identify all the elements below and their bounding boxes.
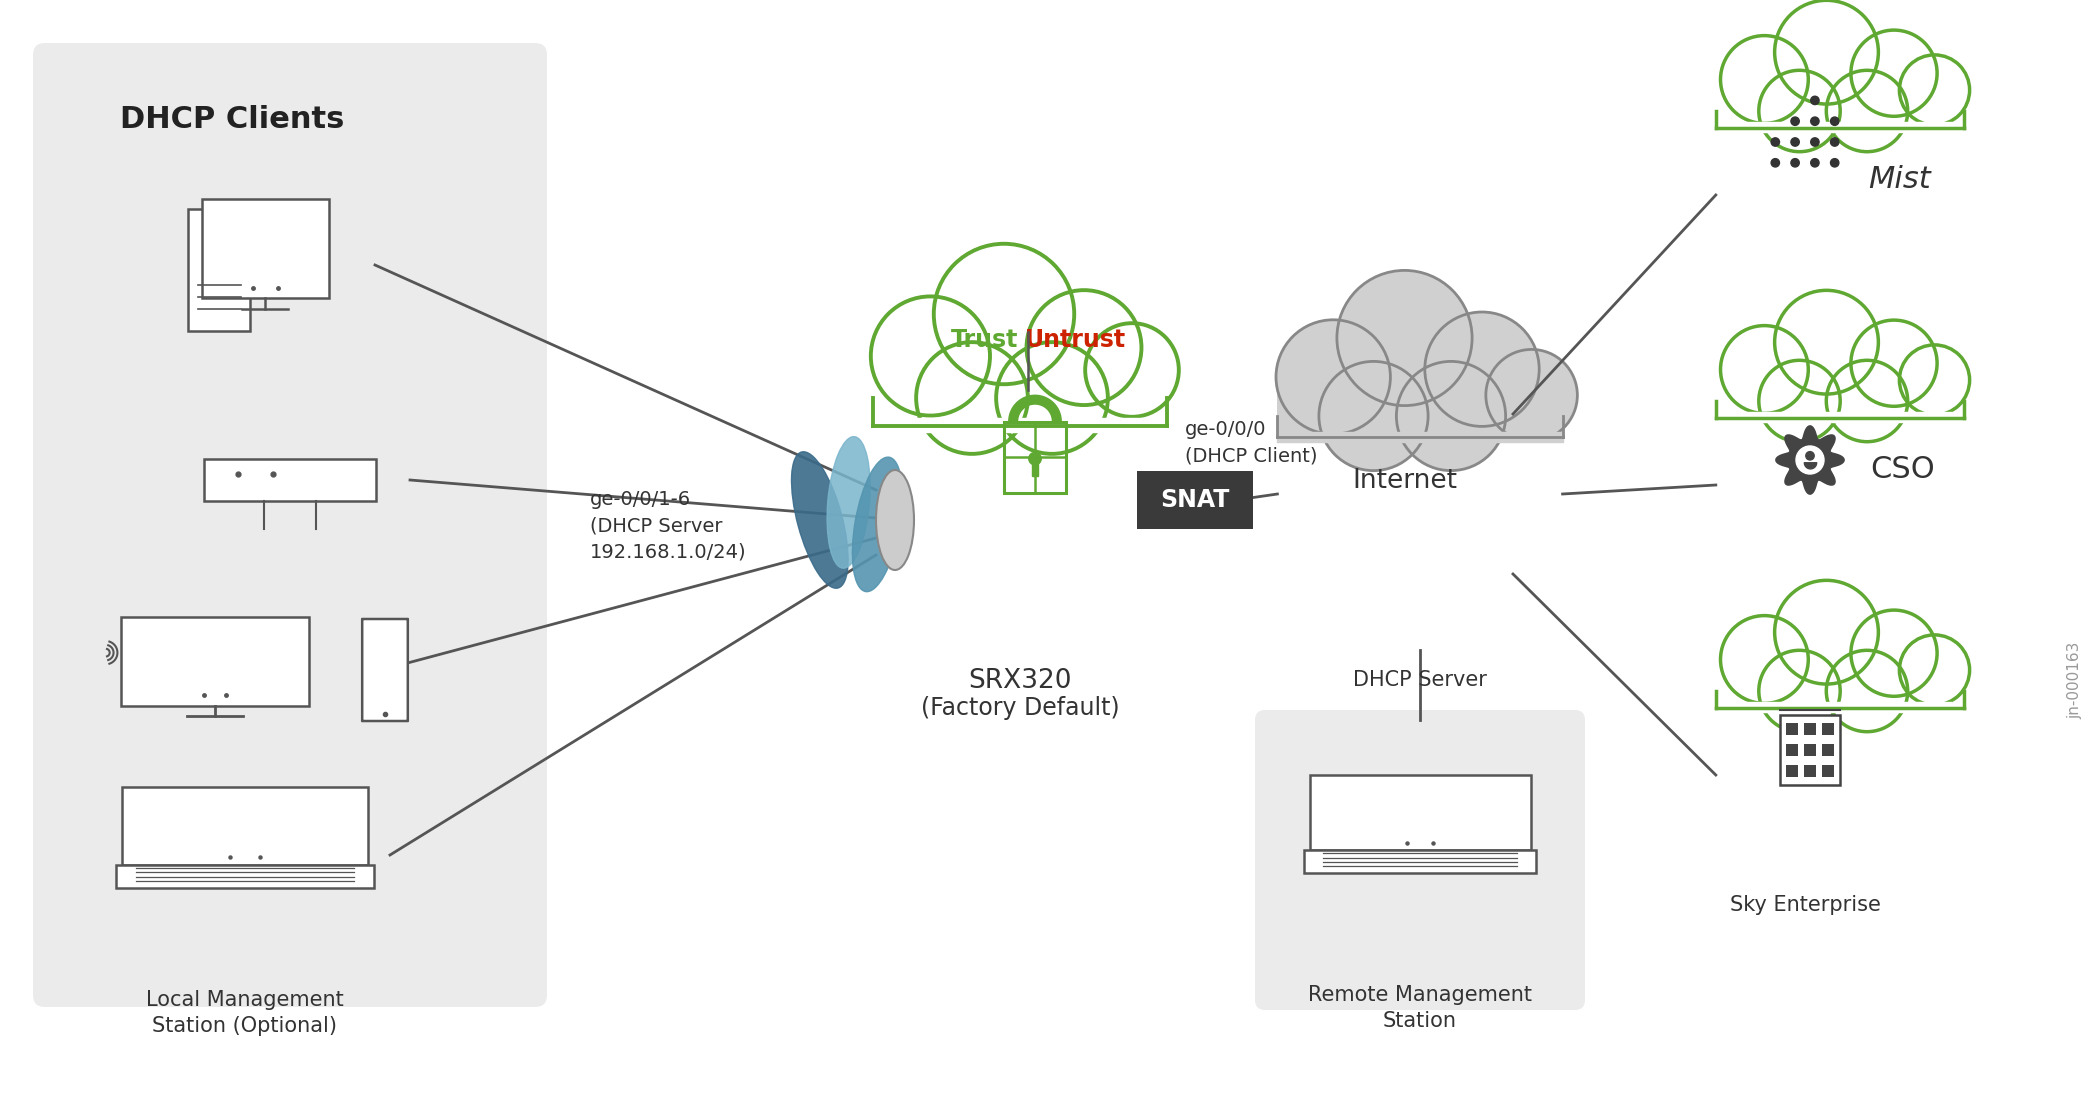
Ellipse shape bbox=[827, 436, 869, 568]
Circle shape bbox=[1770, 159, 1779, 167]
Circle shape bbox=[1338, 271, 1472, 406]
FancyBboxPatch shape bbox=[116, 864, 374, 887]
Circle shape bbox=[1898, 345, 1970, 415]
FancyBboxPatch shape bbox=[202, 199, 330, 298]
Circle shape bbox=[1720, 35, 1808, 124]
Circle shape bbox=[1810, 96, 1819, 105]
Ellipse shape bbox=[876, 470, 914, 570]
Circle shape bbox=[1796, 446, 1825, 474]
FancyBboxPatch shape bbox=[1785, 744, 1798, 756]
FancyBboxPatch shape bbox=[1716, 90, 1964, 128]
Text: CSO: CSO bbox=[1869, 455, 1934, 484]
FancyBboxPatch shape bbox=[34, 43, 546, 1007]
FancyBboxPatch shape bbox=[1781, 715, 1840, 785]
Circle shape bbox=[1774, 0, 1877, 104]
Circle shape bbox=[1720, 326, 1808, 413]
Circle shape bbox=[1774, 580, 1877, 684]
Circle shape bbox=[1806, 452, 1814, 460]
Circle shape bbox=[1774, 291, 1877, 394]
FancyBboxPatch shape bbox=[1304, 850, 1535, 873]
FancyBboxPatch shape bbox=[1716, 380, 1964, 418]
FancyBboxPatch shape bbox=[1823, 744, 1833, 756]
Circle shape bbox=[1424, 312, 1539, 427]
Circle shape bbox=[1277, 319, 1390, 434]
Text: Local Management
Station (Optional): Local Management Station (Optional) bbox=[147, 990, 344, 1036]
FancyBboxPatch shape bbox=[1277, 390, 1562, 436]
Circle shape bbox=[1760, 360, 1840, 442]
Circle shape bbox=[1850, 320, 1936, 407]
FancyBboxPatch shape bbox=[204, 460, 376, 501]
Text: DHCP Server: DHCP Server bbox=[1352, 670, 1487, 690]
Circle shape bbox=[1810, 138, 1819, 146]
Circle shape bbox=[1810, 117, 1819, 125]
Circle shape bbox=[1029, 452, 1042, 465]
Circle shape bbox=[872, 296, 989, 415]
Circle shape bbox=[995, 343, 1109, 454]
FancyBboxPatch shape bbox=[1785, 723, 1798, 736]
Circle shape bbox=[1760, 651, 1840, 732]
Text: DHCP Clients: DHCP Clients bbox=[120, 105, 344, 134]
Text: Trust: Trust bbox=[951, 328, 1018, 352]
FancyBboxPatch shape bbox=[1823, 723, 1833, 736]
Circle shape bbox=[1850, 30, 1936, 116]
Circle shape bbox=[916, 343, 1027, 454]
Text: jn-000163: jn-000163 bbox=[2068, 641, 2083, 718]
FancyBboxPatch shape bbox=[1136, 471, 1254, 529]
Text: Internet: Internet bbox=[1352, 469, 1457, 494]
Text: Untrust: Untrust bbox=[1025, 328, 1126, 352]
FancyBboxPatch shape bbox=[1823, 765, 1833, 777]
FancyBboxPatch shape bbox=[122, 787, 368, 864]
Circle shape bbox=[1791, 117, 1800, 125]
Circle shape bbox=[934, 244, 1075, 385]
Circle shape bbox=[1791, 138, 1800, 146]
Ellipse shape bbox=[853, 457, 903, 591]
FancyBboxPatch shape bbox=[1310, 775, 1531, 850]
FancyBboxPatch shape bbox=[1716, 670, 1964, 708]
Polygon shape bbox=[1008, 396, 1060, 421]
Circle shape bbox=[1791, 159, 1800, 167]
Circle shape bbox=[1720, 615, 1808, 704]
Text: SNAT: SNAT bbox=[1161, 488, 1231, 512]
FancyBboxPatch shape bbox=[1256, 711, 1586, 1010]
Circle shape bbox=[1487, 349, 1577, 441]
FancyBboxPatch shape bbox=[1804, 765, 1816, 777]
Text: ge-0/0/1-6
(DHCP Server
192.168.1.0/24): ge-0/0/1-6 (DHCP Server 192.168.1.0/24) bbox=[590, 490, 748, 562]
Circle shape bbox=[1827, 651, 1907, 732]
Circle shape bbox=[1827, 71, 1907, 151]
Text: (Factory Default): (Factory Default) bbox=[920, 696, 1119, 720]
Circle shape bbox=[1827, 360, 1907, 442]
FancyBboxPatch shape bbox=[122, 618, 309, 706]
Circle shape bbox=[1810, 159, 1819, 167]
Circle shape bbox=[1770, 138, 1779, 146]
Text: SRX320: SRX320 bbox=[968, 669, 1071, 694]
Text: Sky Enterprise: Sky Enterprise bbox=[1730, 895, 1880, 915]
Circle shape bbox=[1831, 159, 1840, 167]
Circle shape bbox=[1831, 117, 1840, 125]
Circle shape bbox=[1319, 361, 1428, 471]
FancyBboxPatch shape bbox=[189, 209, 250, 332]
Circle shape bbox=[1831, 138, 1840, 146]
FancyBboxPatch shape bbox=[874, 370, 1168, 427]
FancyBboxPatch shape bbox=[1804, 723, 1816, 736]
Text: Remote Management
Station: Remote Management Station bbox=[1308, 985, 1533, 1031]
Circle shape bbox=[1086, 323, 1178, 417]
Circle shape bbox=[1898, 55, 1970, 125]
Polygon shape bbox=[1777, 425, 1844, 494]
Text: Mist: Mist bbox=[1869, 166, 1930, 194]
Text: ge-0/0/0
(DHCP Client): ge-0/0/0 (DHCP Client) bbox=[1184, 420, 1317, 465]
Circle shape bbox=[1027, 291, 1142, 406]
FancyBboxPatch shape bbox=[1785, 765, 1798, 777]
Ellipse shape bbox=[792, 452, 848, 588]
Circle shape bbox=[1850, 610, 1936, 696]
Circle shape bbox=[1898, 635, 1970, 705]
FancyBboxPatch shape bbox=[361, 619, 407, 720]
Circle shape bbox=[1760, 71, 1840, 151]
FancyBboxPatch shape bbox=[1804, 744, 1816, 756]
Circle shape bbox=[1396, 361, 1506, 471]
FancyBboxPatch shape bbox=[1033, 459, 1037, 476]
